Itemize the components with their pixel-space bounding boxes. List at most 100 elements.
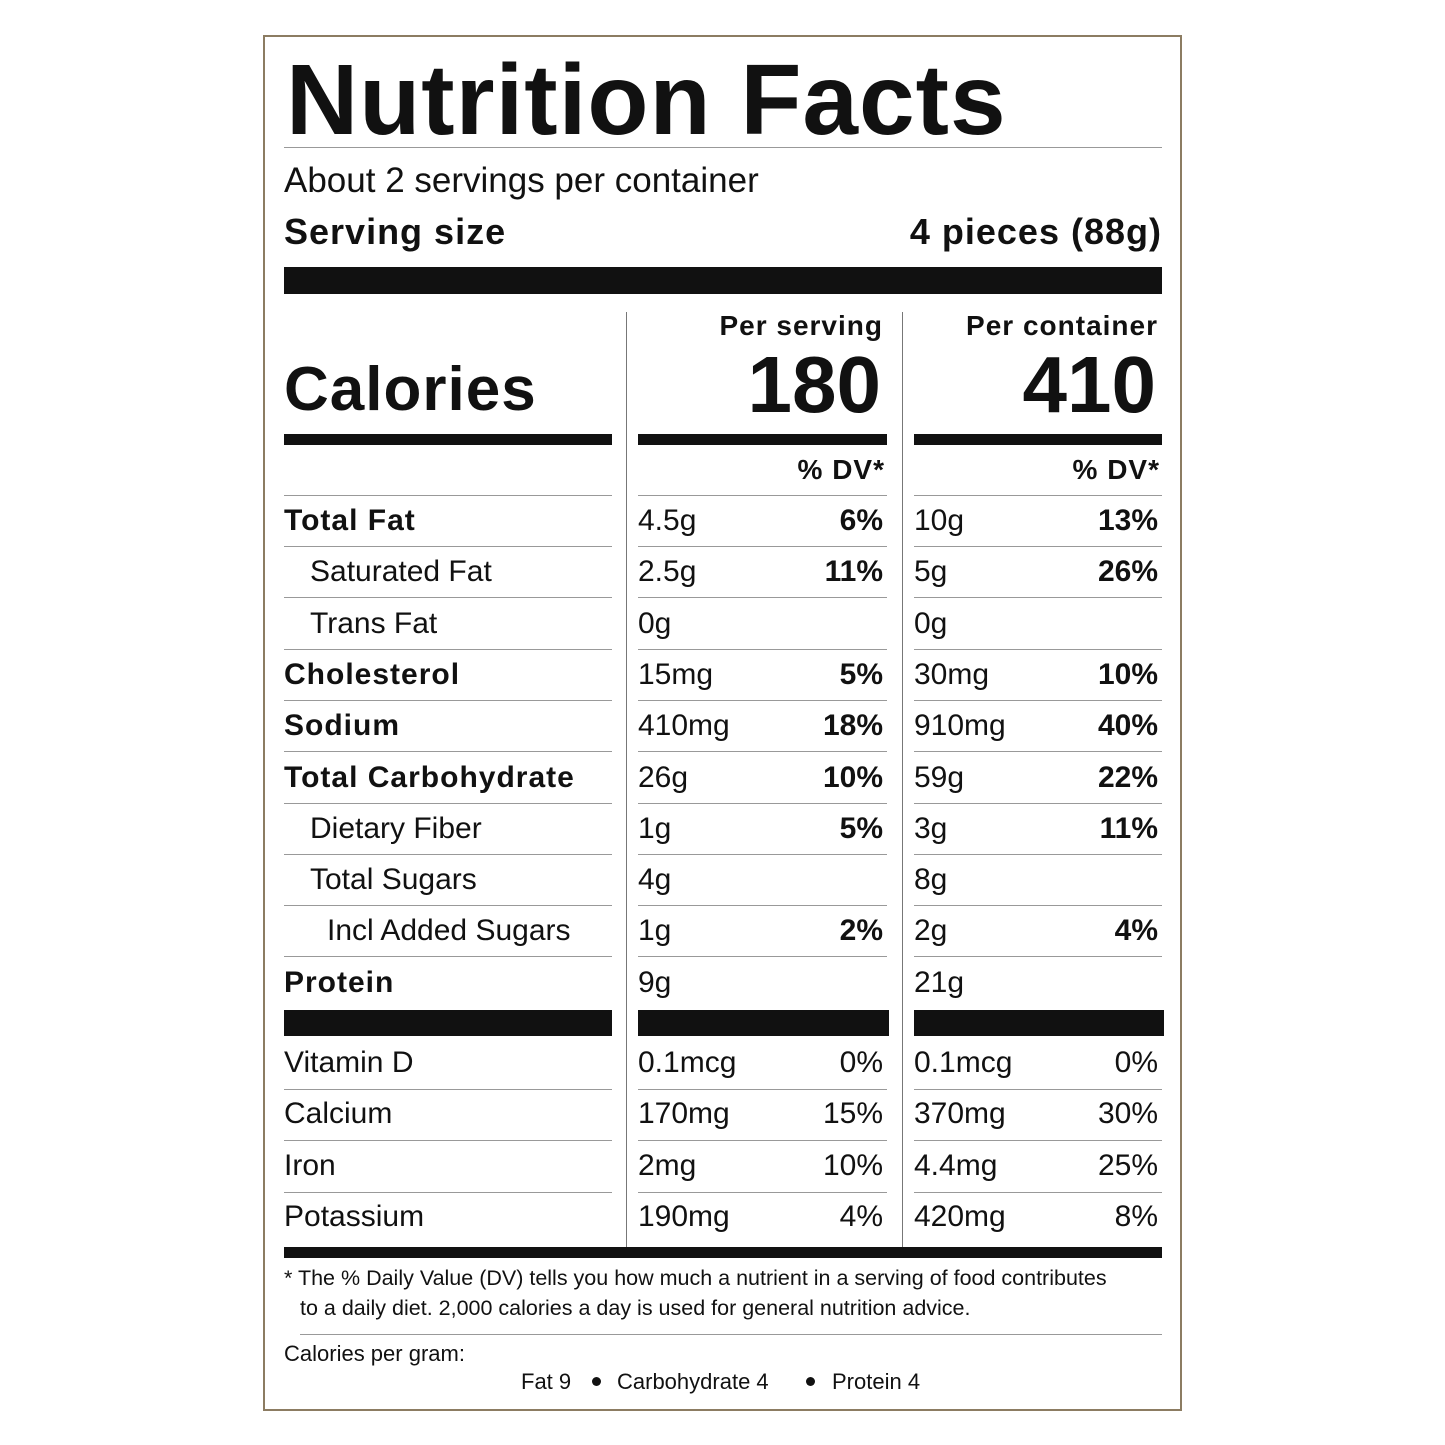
rule [284,853,612,855]
rule [914,1010,1164,1036]
amount: 0g [914,606,948,640]
rule [914,956,1162,958]
rule [300,1334,1162,1335]
rule [914,699,1162,701]
nutrient-name: Iron [284,1148,336,1182]
rule [284,546,612,547]
calories-per-gram-label: Calories per gram: [284,1340,465,1366]
amount: 1g [638,811,672,845]
label-border [263,35,1182,1411]
amount: 170mg [638,1097,730,1131]
calories-per-gram-item: Protein 4 [832,1368,921,1394]
amount: 30mg [914,657,990,691]
calories-per-gram-item: Carbohydrate 4 [617,1368,769,1394]
daily-value: 6% [839,504,883,537]
rule [638,434,887,445]
rule [914,802,1162,804]
amount: 4.4mg [914,1148,998,1182]
daily-value: 8% [1114,1199,1158,1233]
amount: 0.1mcg [914,1046,1013,1079]
rule [914,546,1162,547]
rule [638,699,887,701]
calories-value: 180 [747,340,881,429]
rule [638,802,887,804]
dv-header: % DV* [797,454,885,486]
serving-size-value: 4 pieces (88g) [909,211,1162,253]
amount: 4g [638,863,672,897]
amount: 410mg [638,709,730,743]
daily-value: 0% [1114,1046,1158,1079]
amount: 21g [914,965,965,999]
amount: 9g [638,965,672,999]
rule [626,312,627,1247]
bullet [806,1377,815,1386]
calories-value: 410 [1022,340,1156,429]
daily-value: 4% [839,1199,883,1233]
nutrient-name: Calcium [284,1097,393,1131]
daily-value: 18% [822,709,883,743]
rule [638,905,887,907]
rule [284,1140,612,1142]
rule [284,956,612,958]
rule [284,1089,612,1090]
title: Nutrition Facts [286,44,1007,156]
daily-value: 26% [1097,555,1158,589]
daily-value: 0% [839,1046,883,1079]
rule [638,751,887,753]
amount: 8g [914,863,948,897]
nutrient-name: Total Fat [284,504,416,537]
amount: 2.5g [638,555,697,589]
amount: 370mg [914,1097,1006,1131]
daily-value: 40% [1097,709,1158,743]
rule [914,495,1162,496]
nutrient-name: Trans Fat [310,606,438,640]
amount: 190mg [638,1199,730,1233]
rule [284,434,612,445]
rule [638,853,887,855]
rule [638,1140,887,1142]
daily-value: 13% [1097,504,1158,537]
rule [284,597,612,599]
amount: 26g [638,760,689,794]
amount: 3g [914,811,948,845]
rule [914,751,1162,753]
nutrient-name: Protein [284,965,395,999]
amount: 0.1mcg [638,1046,737,1079]
amount: 2mg [638,1148,697,1182]
nutrient-name: Cholesterol [284,657,461,691]
nutrient-name: Sodium [284,709,400,743]
daily-value: 2% [839,914,883,948]
daily-value: 10% [1097,657,1158,691]
daily-value: 10% [822,1148,883,1182]
amount: 1g [638,914,672,948]
rule [902,312,903,1247]
daily-value: 5% [839,811,883,845]
column-header: Per serving [719,310,883,342]
calories-per-gram-item: Fat 9 [521,1368,572,1394]
rule [284,495,612,496]
amount: 4.5g [638,504,697,537]
serving-size-label: Serving size [284,211,507,253]
amount: 910mg [914,709,1006,743]
daily-value: 15% [822,1097,883,1131]
daily-value: 11% [1099,811,1158,845]
amount: 2g [914,914,948,948]
rule [284,751,612,753]
daily-value: 22% [1097,760,1158,794]
servings-per-container: About 2 servings per container [284,161,759,200]
nutrient-name: Incl Added Sugars [327,914,571,948]
rule [284,648,612,650]
daily-value: 30% [1097,1097,1158,1131]
nutrient-name: Dietary Fiber [310,811,482,845]
rule [638,546,887,547]
nutrient-name: Potassium [284,1199,425,1233]
column-header: Per container [966,310,1158,342]
footnote-line: * The % Daily Value (DV) tells you how m… [284,1266,1107,1291]
calories-label: Calories [284,354,537,424]
rule [284,699,612,701]
rule [284,1010,612,1036]
rule [638,1010,889,1036]
rule [638,648,887,650]
nutrient-name: Saturated Fat [310,555,492,589]
